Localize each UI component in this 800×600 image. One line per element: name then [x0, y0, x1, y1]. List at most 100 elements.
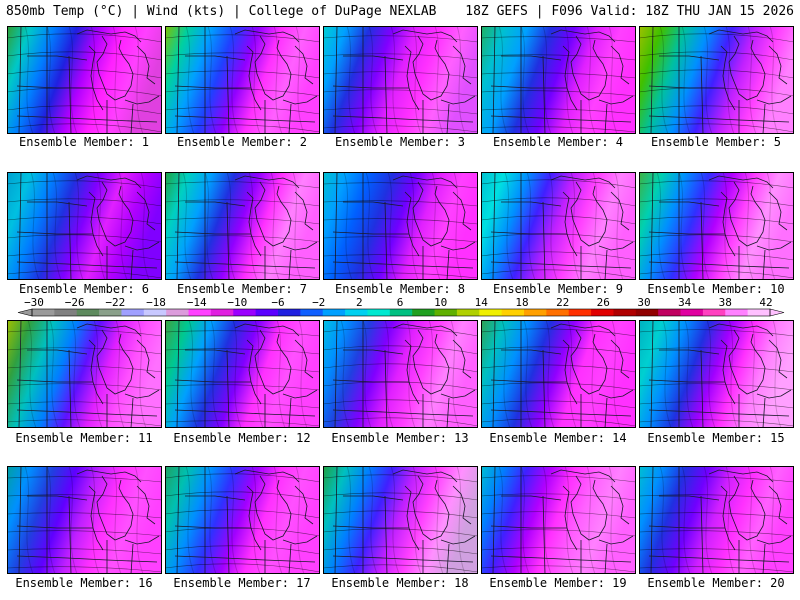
wind-streamlines: [323, 35, 478, 133]
colorbar-swatch: [389, 309, 413, 316]
state-boundaries: [490, 466, 634, 574]
temperature-field-map: [7, 466, 162, 574]
state-boundaries: [174, 466, 318, 574]
ensemble-member-caption: Ensemble Member: 11: [15, 431, 153, 445]
colorbar-tick-label: −18: [146, 296, 166, 309]
colorbar-swatch: [524, 309, 547, 316]
temperature-field-map: [639, 26, 794, 134]
wind-streamlines: [7, 476, 162, 573]
ensemble-member-map-3: [323, 26, 478, 134]
colorbar-tick-label: 22: [556, 296, 569, 309]
ensemble-member-caption: Ensemble Member: 18: [331, 576, 469, 590]
temperature-field-map: [165, 26, 320, 134]
state-boundaries: [648, 172, 792, 280]
ensemble-member-caption: Ensemble Member: 1: [18, 135, 150, 149]
ensemble-member-map-4: [481, 26, 636, 134]
colorbar-swatch: [300, 309, 324, 316]
ensemble-member-caption: Ensemble Member: 13: [331, 431, 469, 445]
ensemble-member-map-2: [165, 26, 320, 134]
state-boundaries: [16, 172, 160, 280]
state-boundaries: [174, 172, 318, 280]
temperature-field-map: [165, 172, 320, 280]
temperature-field-map: [323, 172, 478, 280]
state-boundaries: [16, 466, 160, 574]
colorbar-max-arrow: [769, 308, 785, 317]
wind-streamlines: [323, 474, 478, 573]
wind-streamlines: [639, 476, 794, 573]
ensemble-member-map-15: [639, 320, 794, 428]
colorbar-swatch: [412, 309, 436, 316]
temperature-field-map: [7, 26, 162, 134]
wind-streamlines: [481, 328, 636, 427]
ensemble-member-caption: Ensemble Member: 12: [173, 431, 311, 445]
colorbar-swatch: [32, 309, 55, 316]
ensemble-member-caption: Ensemble Member: 2: [176, 135, 308, 149]
wind-streamlines: [639, 33, 794, 133]
colorbar-tick-label: −6: [271, 296, 284, 309]
ensemble-member-map-16: [7, 466, 162, 574]
ensemble-member-map-17: [165, 466, 320, 574]
ensemble-member-map-7: [165, 172, 320, 280]
ensemble-member-map-1: [7, 26, 162, 134]
colorbar-swatch: [143, 309, 167, 316]
ensemble-member-map-8: [323, 172, 478, 280]
map-title: 850mb Temp (°C) | Wind (kts) | College o…: [6, 4, 437, 19]
temperature-field-map: [165, 466, 320, 574]
wind-streamlines: [7, 33, 162, 133]
ensemble-member-caption: Ensemble Member: 5: [650, 135, 782, 149]
ensemble-member-caption: Ensemble Member: 8: [334, 282, 466, 296]
temperature-field-map: [639, 172, 794, 280]
state-boundaries: [174, 320, 318, 428]
wind-streamlines: [639, 329, 794, 427]
colorbar-swatch: [613, 309, 637, 316]
ensemble-member-map-19: [481, 466, 636, 574]
wind-streamlines: [165, 181, 320, 279]
ensemble-member-map-12: [165, 320, 320, 428]
colorbar-swatch: [479, 309, 503, 316]
colorbar-tick-label: 14: [475, 296, 489, 309]
colorbar-swatch: [702, 309, 726, 316]
state-boundaries: [490, 26, 634, 134]
wind-streamlines: [639, 180, 794, 279]
run-valid-time: 18Z GEFS | F096 Valid: 18Z THU JAN 15 20…: [465, 4, 794, 19]
colorbar-swatch: [456, 309, 480, 316]
ensemble-member-caption: Ensemble Member: 4: [492, 135, 624, 149]
wind-streamlines: [7, 180, 162, 279]
colorbar-swatch: [591, 309, 614, 316]
colorbar-tick-label: 2: [356, 296, 363, 309]
wind-streamlines: [165, 330, 320, 427]
colorbar-tick-label: −10: [227, 296, 247, 309]
wind-streamlines: [165, 34, 320, 133]
state-boundaries: [332, 26, 476, 134]
colorbar-swatch: [501, 309, 525, 316]
ensemble-member-caption: Ensemble Member: 20: [647, 576, 785, 590]
colorbar-swatch: [680, 309, 704, 316]
colorbar-tick-label: 34: [678, 296, 692, 309]
state-boundaries: [332, 172, 476, 280]
temperature-field-map: [481, 466, 636, 574]
temperature-field-map: [323, 26, 478, 134]
state-boundaries: [16, 320, 160, 428]
state-boundaries: [174, 26, 318, 134]
colorbar-swatch: [322, 309, 346, 316]
colorbar-swatch: [255, 309, 279, 316]
colorbar-min-arrow: [17, 308, 33, 317]
state-boundaries: [648, 320, 792, 428]
temperature-field-map: [323, 320, 478, 428]
temperature-field-map: [7, 320, 162, 428]
ensemble-member-map-10: [639, 172, 794, 280]
colorbar-swatch: [121, 309, 145, 316]
state-boundaries: [332, 466, 476, 574]
colorbar-outline: [31, 308, 771, 317]
wind-streamlines: [165, 473, 320, 573]
colorbar-swatch: [747, 309, 771, 316]
colorbar-swatch: [725, 309, 749, 316]
wind-streamlines: [7, 329, 162, 427]
temperature-field-map: [481, 320, 636, 428]
colorbar-tick-label: −14: [187, 296, 207, 309]
wind-streamlines: [481, 179, 636, 279]
colorbar-swatch: [367, 309, 391, 316]
temperature-field-map: [639, 466, 794, 574]
temperature-field-map: [481, 172, 636, 280]
colorbar-swatch: [635, 309, 659, 316]
